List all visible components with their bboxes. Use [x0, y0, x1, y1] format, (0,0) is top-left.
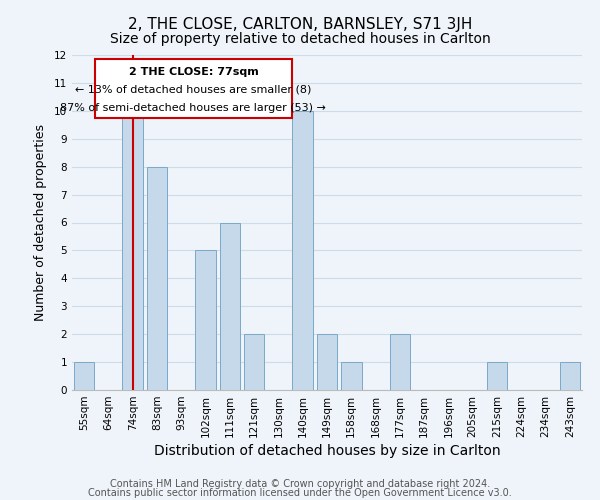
- FancyBboxPatch shape: [95, 59, 292, 118]
- Text: 2, THE CLOSE, CARLTON, BARNSLEY, S71 3JH: 2, THE CLOSE, CARLTON, BARNSLEY, S71 3JH: [128, 18, 472, 32]
- Bar: [560, 362, 580, 390]
- Bar: [292, 111, 313, 390]
- Text: ← 13% of detached houses are smaller (8): ← 13% of detached houses are smaller (8): [75, 85, 311, 95]
- Text: 2 THE CLOSE: 77sqm: 2 THE CLOSE: 77sqm: [128, 67, 259, 77]
- Text: Contains public sector information licensed under the Open Government Licence v3: Contains public sector information licen…: [88, 488, 512, 498]
- Bar: [487, 362, 508, 390]
- Text: 87% of semi-detached houses are larger (53) →: 87% of semi-detached houses are larger (…: [61, 102, 326, 113]
- Y-axis label: Number of detached properties: Number of detached properties: [34, 124, 47, 321]
- Bar: [122, 111, 143, 390]
- X-axis label: Distribution of detached houses by size in Carlton: Distribution of detached houses by size …: [154, 444, 500, 458]
- Bar: [195, 250, 216, 390]
- Bar: [220, 222, 240, 390]
- Bar: [244, 334, 265, 390]
- Bar: [341, 362, 362, 390]
- Bar: [389, 334, 410, 390]
- Bar: [317, 334, 337, 390]
- Bar: [74, 362, 94, 390]
- Text: Size of property relative to detached houses in Carlton: Size of property relative to detached ho…: [110, 32, 490, 46]
- Bar: [146, 166, 167, 390]
- Text: Contains HM Land Registry data © Crown copyright and database right 2024.: Contains HM Land Registry data © Crown c…: [110, 479, 490, 489]
